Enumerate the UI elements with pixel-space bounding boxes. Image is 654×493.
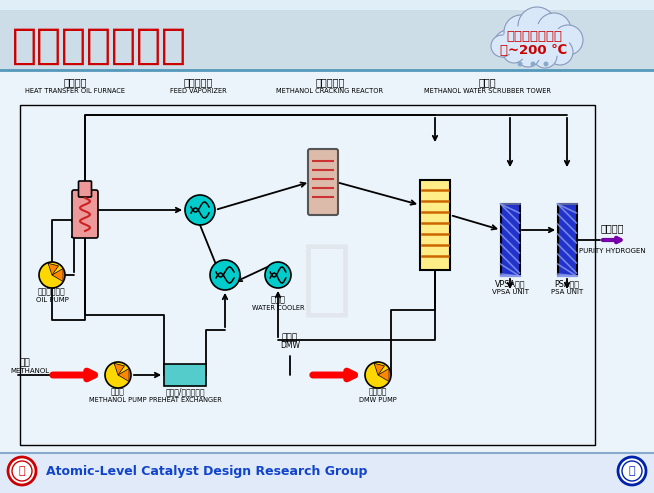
Bar: [500, 204, 519, 276]
Text: 甲醇: 甲醇: [20, 358, 30, 367]
Bar: [0, 0, 654, 70]
Circle shape: [365, 362, 391, 388]
Circle shape: [547, 39, 573, 65]
Circle shape: [105, 362, 131, 388]
Circle shape: [530, 62, 536, 67]
Polygon shape: [114, 363, 124, 375]
Text: 水冷器: 水冷器: [271, 295, 286, 305]
Text: 反应气/原料换热器: 反应气/原料换热器: [165, 387, 205, 396]
Text: 大: 大: [628, 466, 635, 476]
Circle shape: [543, 62, 549, 67]
Bar: [0, 0, 654, 10]
Text: Atomic-Level Catalyst Design Research Group: Atomic-Level Catalyst Design Research Gr…: [46, 464, 368, 478]
Circle shape: [504, 15, 538, 49]
Circle shape: [491, 35, 513, 57]
FancyBboxPatch shape: [72, 190, 98, 238]
Text: HEAT TRANSFER OIL FURNACE: HEAT TRANSFER OIL FURNACE: [25, 88, 125, 94]
Text: PSA UNIT: PSA UNIT: [551, 289, 583, 295]
Text: 为~200 ℃: 为~200 ℃: [500, 43, 568, 57]
Circle shape: [517, 62, 523, 67]
FancyBboxPatch shape: [78, 181, 92, 197]
Circle shape: [553, 25, 583, 55]
Circle shape: [618, 457, 646, 485]
Circle shape: [210, 260, 240, 290]
Circle shape: [518, 7, 556, 45]
Bar: [557, 204, 576, 276]
Text: 导热油炉: 导热油炉: [63, 77, 87, 87]
Circle shape: [185, 195, 215, 225]
Text: 脱盐水: 脱盐水: [282, 333, 298, 343]
Text: 催: 催: [19, 466, 26, 476]
Ellipse shape: [501, 24, 569, 60]
Polygon shape: [378, 368, 389, 382]
Text: FEED VAPORIZER: FEED VAPORIZER: [169, 88, 226, 94]
Bar: [20, 105, 595, 445]
Circle shape: [39, 262, 65, 288]
Bar: [420, 180, 450, 270]
Text: 甲醇泵: 甲醇泵: [111, 387, 125, 396]
Polygon shape: [52, 269, 63, 282]
Text: METHANOL CRACKING REACTOR: METHANOL CRACKING REACTOR: [277, 88, 383, 94]
Text: 导热油循环泵: 导热油循环泵: [38, 287, 66, 296]
Text: 高纯氢气: 高纯氢气: [600, 223, 624, 233]
Bar: [0, 70, 654, 453]
Text: 原料汽化器: 原料汽化器: [183, 77, 213, 87]
Text: VPSA脱碳: VPSA脱碳: [494, 280, 525, 288]
Text: METHANOL WATER SCRUBBER TOWER: METHANOL WATER SCRUBBER TOWER: [424, 88, 551, 94]
Text: OIL PUMP: OIL PUMP: [35, 297, 69, 303]
Circle shape: [533, 44, 557, 68]
Text: 裂解反应器: 裂解反应器: [315, 77, 345, 87]
Circle shape: [265, 262, 291, 288]
Circle shape: [537, 13, 571, 47]
Text: DMW PUMP: DMW PUMP: [359, 397, 397, 403]
Bar: [164, 364, 206, 386]
Text: PURITY HYDROGEN: PURITY HYDROGEN: [579, 248, 645, 254]
Text: DMW: DMW: [280, 342, 300, 351]
Circle shape: [8, 457, 36, 485]
Text: METHANOL PUMP: METHANOL PUMP: [89, 397, 146, 403]
Text: WATER COOLER: WATER COOLER: [252, 305, 304, 311]
Text: 氢: 氢: [302, 240, 352, 320]
Circle shape: [494, 30, 522, 58]
Text: 氢气路出口温度: 氢气路出口温度: [506, 30, 562, 42]
Bar: [0, 453, 654, 493]
Text: 工业制氢流程图: 工业制氢流程图: [12, 25, 187, 67]
FancyBboxPatch shape: [308, 149, 338, 215]
Text: 水洗塔: 水洗塔: [478, 77, 496, 87]
Text: 脱盐水泵: 脱盐水泵: [369, 387, 387, 396]
Circle shape: [503, 41, 525, 63]
Polygon shape: [48, 263, 58, 275]
Text: PSA提氢: PSA提氢: [555, 280, 579, 288]
Polygon shape: [374, 363, 385, 375]
Text: METHANOL: METHANOL: [10, 368, 50, 374]
Text: PREHEAT EXCHANGER: PREHEAT EXCHANGER: [148, 397, 222, 403]
Circle shape: [516, 43, 540, 67]
Polygon shape: [118, 368, 129, 382]
Text: VPSA UNIT: VPSA UNIT: [492, 289, 528, 295]
